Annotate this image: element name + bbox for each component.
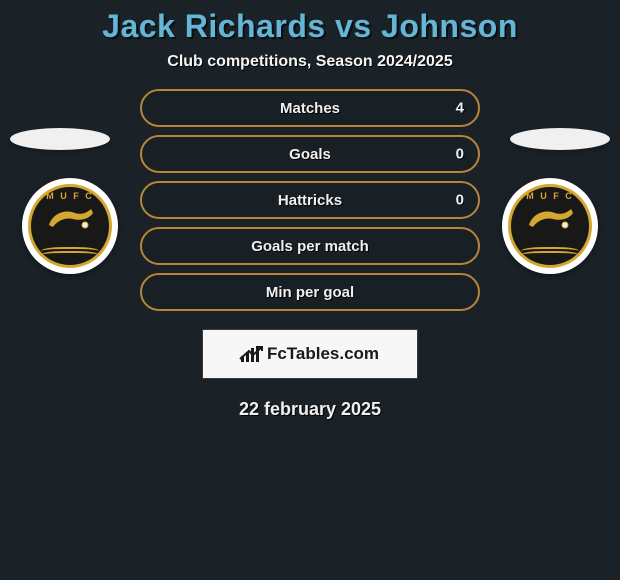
club-crest-icon: M U F C	[508, 184, 592, 268]
page-subtitle: Club competitions, Season 2024/2025	[0, 53, 620, 71]
player-right-halo	[510, 128, 610, 150]
stat-label: Hattricks	[278, 192, 342, 209]
stat-row: Goals 0	[140, 135, 480, 173]
page-title: Jack Richards vs Johnson	[0, 8, 620, 45]
stat-right-value: 0	[456, 146, 464, 163]
stat-row: Goals per match	[140, 227, 480, 265]
stat-label: Goals	[289, 146, 331, 163]
stats-list: Matches 4 Goals 0 Hattricks 0 Goals per …	[140, 89, 480, 311]
comparison-card: Jack Richards vs Johnson Club competitio…	[0, 0, 620, 420]
player-left-badge: M U F C	[22, 178, 118, 274]
player-right-badge: M U F C	[502, 178, 598, 274]
attribution-text: FcTables.com	[267, 344, 379, 364]
attribution-box: FcTables.com	[202, 329, 418, 379]
waves-icon	[41, 247, 99, 255]
crest-text: M U F C	[511, 191, 589, 201]
stat-right-value: 0	[456, 192, 464, 209]
club-crest-icon: M U F C	[28, 184, 112, 268]
stat-row: Matches 4	[140, 89, 480, 127]
stat-label: Matches	[280, 100, 340, 117]
bar-chart-icon	[241, 346, 261, 362]
stat-label: Min per goal	[266, 284, 354, 301]
stat-right-value: 4	[456, 100, 464, 117]
stat-row: Min per goal	[140, 273, 480, 311]
player-left-halo	[10, 128, 110, 150]
lion-icon	[45, 203, 97, 231]
stat-label: Goals per match	[251, 238, 369, 255]
waves-icon	[521, 247, 579, 255]
lion-icon	[525, 203, 577, 231]
crest-text: M U F C	[31, 191, 109, 201]
generated-date: 22 february 2025	[0, 399, 620, 420]
stat-row: Hattricks 0	[140, 181, 480, 219]
